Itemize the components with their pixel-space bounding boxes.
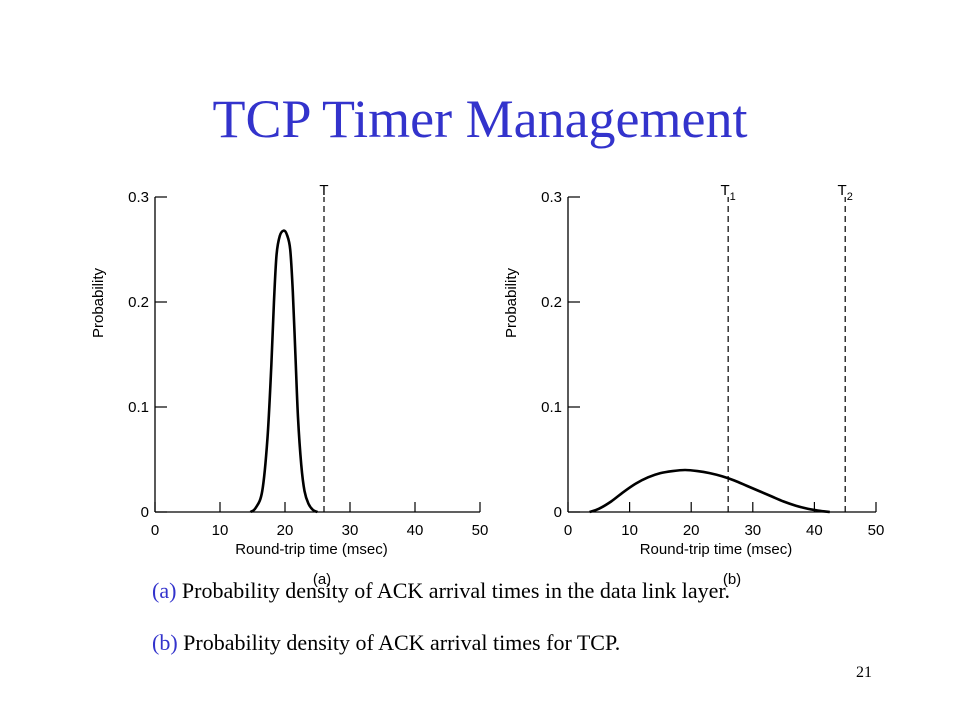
y-tick-label: 0.2 — [541, 294, 562, 311]
panel-label: (a) — [313, 571, 331, 588]
caption-a-tag: (a) — [152, 578, 177, 603]
y-axis-label: Probability — [503, 267, 520, 338]
caption-a: (a) Probability density of ACK arrival t… — [152, 578, 730, 604]
x-tick-label: 10 — [621, 522, 638, 539]
x-tick-label: 0 — [564, 522, 572, 539]
chart-a: 0 10 20 30 40 50 0 0.1 0.2 0.3 Round-trip time (ms… — [90, 182, 488, 588]
slide-number: 21 — [856, 664, 872, 681]
y-tick-label: 0.2 — [128, 294, 149, 311]
caption-b-tag: (b) — [152, 630, 178, 655]
x-tick-label: 40 — [806, 522, 823, 539]
chart-b: 0 10 20 30 40 50 0 0.1 0.2 0.3 Round-trip time (ms… — [503, 182, 884, 588]
x-tick-label: 50 — [868, 522, 885, 539]
y-tick-label: 0.1 — [128, 399, 149, 416]
x-tick-label: 20 — [683, 522, 700, 539]
y-tick-label: 0.1 — [541, 399, 562, 416]
x-axis-label: Round-trip time (msec) — [235, 541, 388, 558]
x-tick-label: 40 — [407, 522, 424, 539]
y-tick-label: 0.3 — [128, 189, 149, 206]
x-tick-label: 0 — [151, 522, 159, 539]
y-tick-label: 0.3 — [541, 189, 562, 206]
y-axis-label: Probability — [90, 267, 107, 338]
density-curve — [249, 229, 319, 514]
x-tick-label: 20 — [277, 522, 294, 539]
caption-a-text: Probability density of ACK arrival times… — [181, 578, 730, 603]
y-tick-label: 0 — [554, 504, 562, 521]
x-tick-label: 10 — [212, 522, 229, 539]
panel-label: (b) — [723, 571, 741, 588]
slide-title: TCP Timer Management — [212, 89, 748, 149]
threshold-label: T2 — [838, 182, 853, 203]
density-curve — [589, 468, 830, 514]
x-tick-label: 30 — [342, 522, 359, 539]
x-axis-label: Round-trip time (msec) — [640, 541, 793, 558]
x-tick-label: 30 — [744, 522, 761, 539]
threshold-label: T — [319, 182, 328, 199]
y-tick-label: 0 — [141, 504, 149, 521]
caption-b-text: Probability density of ACK arrival times… — [183, 630, 621, 655]
x-tick-label: 50 — [472, 522, 489, 539]
threshold-label: T1 — [721, 182, 736, 203]
caption-b: (b) Probability density of ACK arrival t… — [152, 630, 620, 656]
